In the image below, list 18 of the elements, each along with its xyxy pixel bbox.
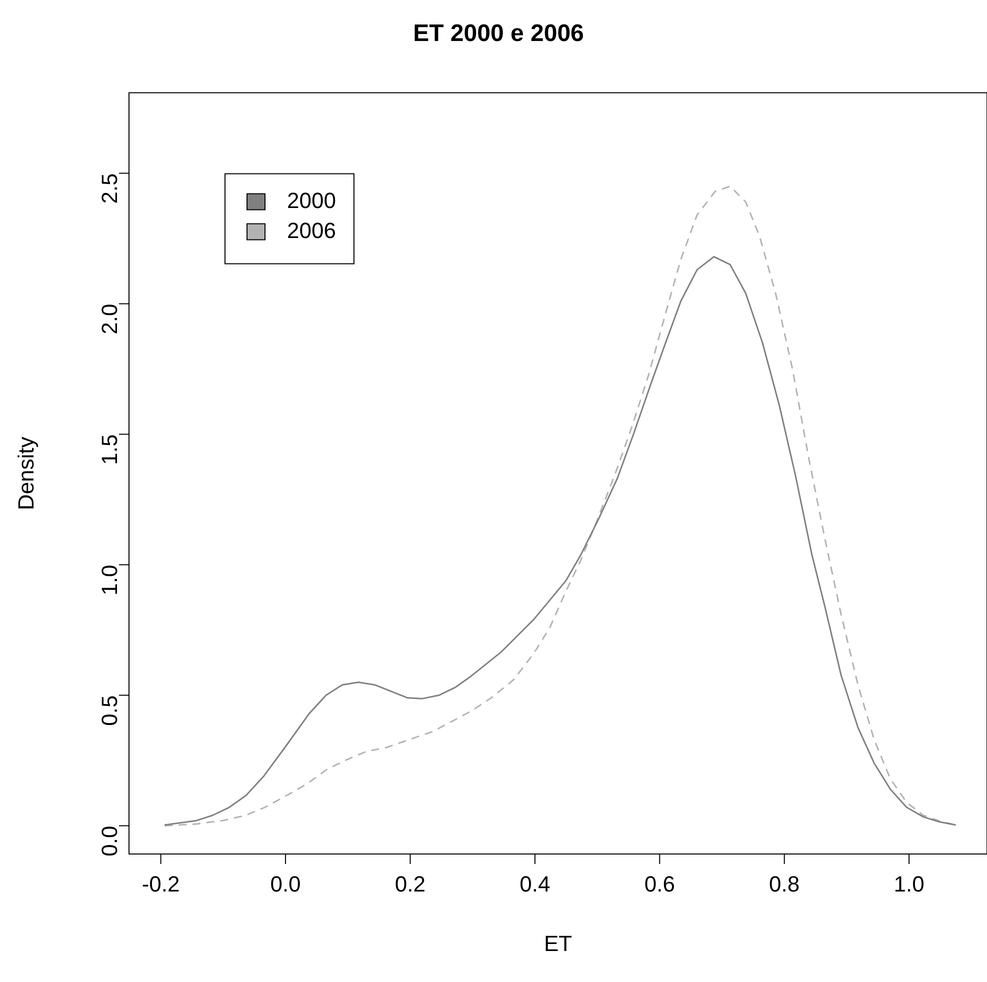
y-tick-label: 2.5 [97, 173, 122, 204]
x-tick-label: 0.2 [394, 871, 426, 896]
x-tick-label: 0.6 [644, 871, 675, 896]
y-tick-label: 0.5 [97, 695, 122, 726]
x-tick-label: -0.2 [142, 871, 180, 896]
y-tick-label: 2.0 [97, 304, 122, 334]
chart-title: ET 2000 e 2006 [413, 20, 584, 48]
x-axis-title: ET [544, 930, 572, 956]
y-tick-label: 0.0 [97, 826, 122, 856]
x-tick-label: 0.0 [270, 871, 301, 896]
legend-label: 2000 [287, 188, 336, 213]
legend-label: 2006 [287, 218, 336, 243]
y-tick-label: 1.0 [97, 564, 122, 596]
y-tick-label: 1.5 [97, 434, 122, 465]
y-axis-title: Density [13, 436, 38, 510]
x-tick-label: 1.0 [894, 871, 924, 896]
x-tick-label: 0.8 [769, 871, 800, 896]
x-tick-label: 0.4 [520, 871, 550, 896]
